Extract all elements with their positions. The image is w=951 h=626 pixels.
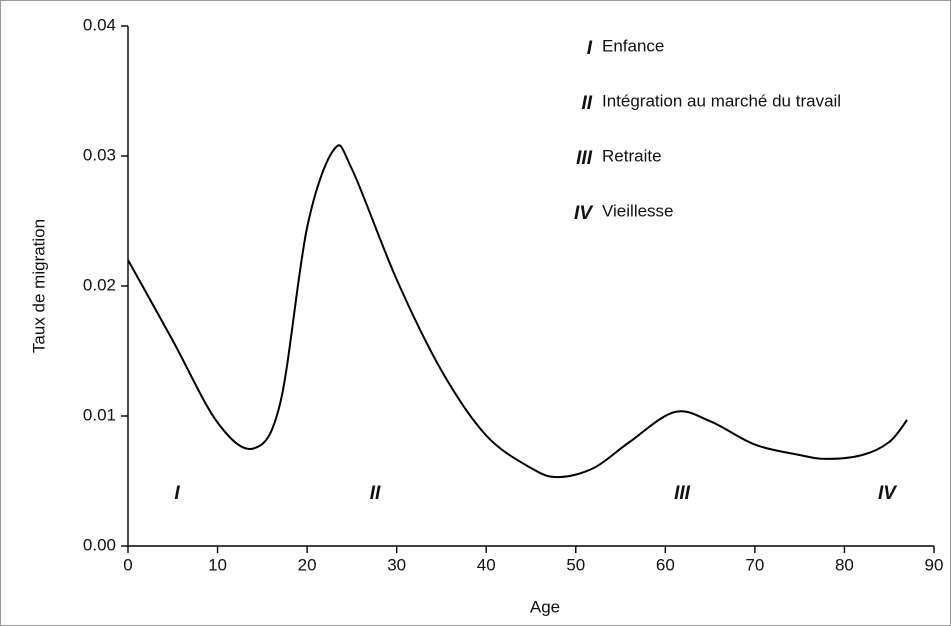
region-label: II	[370, 483, 381, 504]
legend-label: Retraite	[602, 146, 662, 165]
region-label: III	[674, 483, 691, 504]
legend-numeral: I	[587, 38, 593, 59]
x-tick-label: 40	[477, 555, 496, 574]
x-tick-label: 10	[208, 555, 227, 574]
line	[127, 144, 908, 479]
x-tick-label: 70	[745, 555, 764, 574]
legend-label: Vieillesse	[602, 201, 674, 220]
y-tick-label: 0.02	[83, 275, 116, 294]
y-tick-label: 0.04	[83, 15, 116, 34]
legend-label: Intégration au marché du travail	[602, 91, 841, 110]
legend-numeral: II	[581, 93, 592, 114]
y-tick-label: 0.01	[83, 405, 116, 424]
x-tick-label: 60	[656, 555, 675, 574]
y-axis-label: Taux de migration	[29, 219, 48, 353]
x-tick-label: 90	[925, 555, 944, 574]
legend-numeral: III	[576, 148, 593, 169]
x-tick-label: 50	[566, 555, 585, 574]
x-axis-label: Age	[530, 597, 560, 616]
region-label: IV	[878, 483, 897, 504]
legend-numeral: IV	[574, 203, 593, 224]
x-tick-label: 0	[123, 555, 132, 574]
y-tick-label: 0.00	[83, 535, 116, 554]
legend-label: Enfance	[602, 36, 664, 55]
y-tick-label: 0.03	[83, 145, 116, 164]
region-label: I	[174, 483, 180, 504]
x-tick-label: 80	[835, 555, 854, 574]
x-tick-label: 30	[387, 555, 406, 574]
x-tick-label: 20	[298, 555, 317, 574]
